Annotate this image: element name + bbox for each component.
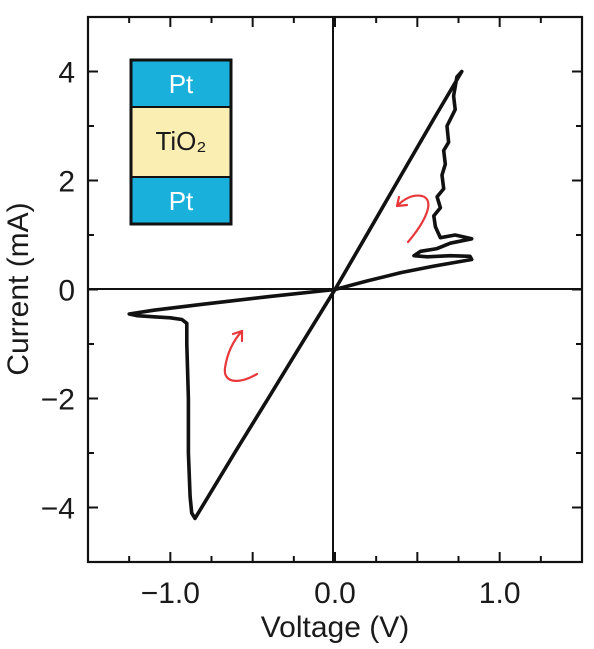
inset-border [129,58,233,226]
y-tick-label: −2 [41,384,75,417]
inset-layer-middle-label: TiO₂ [155,126,206,156]
x-tick-label: 1.0 [479,577,521,610]
tick-labels: −1.0 0.0 1.0 4 2 0 −2 −4 [41,57,521,611]
y-tick-label: 0 [58,275,75,308]
series-line [127,69,474,521]
inset-layer-middle [131,107,231,177]
arrow-lower-annotation [223,329,259,382]
y-tick-label: 2 [58,166,75,199]
tick-marks [87,16,583,563]
inset-layer-top-label: Pt [169,69,194,99]
x-tick-label: 0.0 [314,577,356,610]
x-axis-title: Voltage (V) [261,611,409,644]
y-tick-label: 4 [58,57,75,90]
inset-layer-top [131,60,231,107]
y-tick-label: −4 [41,493,75,526]
arrow-upper-annotation [395,194,430,244]
inset-layer-bottom [131,177,231,224]
inset-layer-bottom-label: Pt [169,186,194,216]
x-tick-label: −1.0 [141,577,200,610]
y-axis-title: Current (mA) [2,202,35,375]
inset-layer-stack: Pt TiO₂ Pt [129,58,233,226]
